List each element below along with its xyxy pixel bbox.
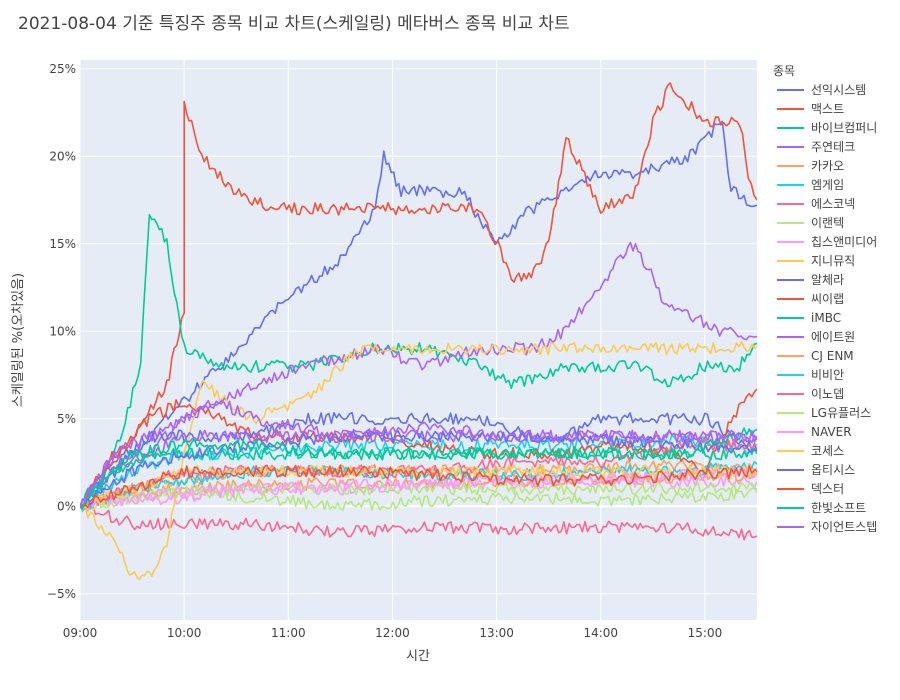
y-tick-label: 15% [49,237,76,251]
legend-item[interactable]: 자이언트스텝 [777,520,877,534]
y-tick-label: 25% [49,62,76,76]
legend-label: 알체라 [811,273,844,287]
series-line-13 [80,446,757,509]
legend-item[interactable]: 한빛소프트 [777,501,866,515]
legend-item[interactable]: 코세스 [777,444,844,458]
chart-title: 2021-08-04 기준 특징주 종목 비교 차트(스케일링) 메타버스 종목… [18,14,570,34]
legend-item[interactable]: 씨이랩 [777,292,844,306]
x-tick-label: 11:00 [271,626,306,640]
legend-label: iMBC [811,311,841,325]
legend-label: 씨이랩 [811,292,844,306]
legend-label: 엠게임 [811,178,844,192]
legend-item[interactable]: LG유플러스 [777,406,871,420]
series-line-22 [80,464,757,509]
series-line-3 [80,213,757,508]
series-line-7 [80,502,757,541]
legend-item[interactable]: 덱스터 [777,482,844,496]
x-tick-label: 15:00 [688,626,723,640]
legend-item[interactable]: 비비안 [777,368,844,382]
series-line-18 [80,481,757,509]
legend-label: NAVER [811,425,852,439]
legend-label: 한빛소프트 [811,501,866,515]
legend-item[interactable]: iMBC [777,311,841,325]
legend-label: 주연테크 [811,140,855,154]
legend-title: 종목 [773,64,795,78]
legend-item[interactable]: 주연테크 [777,140,855,154]
x-tick-label: 13:00 [479,626,514,640]
x-axis-title: 시간 [406,649,430,664]
legend-label: 덱스터 [811,482,844,496]
legend-label: 바이브컴퍼니 [811,121,877,135]
series-line-10 [80,341,757,581]
legend-item[interactable]: 카카오 [777,159,844,173]
x-tick-label: 14:00 [583,626,618,640]
plot-area [80,60,757,620]
series-line-1 [80,120,757,507]
legend-item[interactable]: 선익시스템 [777,83,866,97]
legend-item[interactable]: 바이브컴퍼니 [777,121,877,135]
legend-item[interactable]: 옵티시스 [777,463,855,477]
legend-item[interactable]: NAVER [777,425,852,439]
legend-item[interactable]: 엠게임 [777,178,844,192]
y-tick-label: 5% [57,412,76,426]
legend[interactable]: 선익시스템맥스트바이브컴퍼니주연테크카카오엠게임에스코넥이랜텍칩스앤미디어지니뮤… [777,83,877,534]
series-line-12 [80,388,757,508]
y-tick-label: 0% [57,499,76,513]
legend-item[interactable]: CJ ENM [777,349,854,363]
legend-label: 코세스 [811,444,844,458]
legend-label: 비비안 [811,368,844,382]
x-tick-label: 10:00 [167,626,202,640]
legend-item[interactable]: 이랜텍 [777,216,844,230]
legend-label: 선익시스템 [811,83,866,97]
legend-label: 옵티시스 [811,463,855,477]
legend-label: LG유플러스 [811,406,871,420]
series-line-19 [80,466,757,511]
legend-label: 맥스트 [811,102,844,116]
legend-label: 에이트원 [811,330,855,344]
legend-item[interactable]: 맥스트 [777,102,844,116]
legend-label: 이노뎁 [811,387,844,401]
legend-label: 카카오 [811,159,844,173]
legend-label: 에스코넥 [811,197,855,211]
x-tick-label: 09:00 [63,626,98,640]
legend-item[interactable]: 이노뎁 [777,387,844,401]
legend-item[interactable]: 에스코넥 [777,197,855,211]
legend-label: 칩스앤미디어 [811,235,877,249]
legend-item[interactable]: 알체라 [777,273,844,287]
y-tick-label: 20% [49,149,76,163]
legend-item[interactable]: 칩스앤미디어 [777,235,877,249]
x-axis-ticks: 09:00 10:00 11:00 12:00 13:00 14:00 15:00 [63,626,723,640]
y-axis-title: 스케일링된 %(오차있음) [11,273,26,407]
series-line-2 [80,82,757,508]
legend-label: 지니뮤직 [811,254,855,268]
series-line-21 [80,429,757,508]
y-axis-ticks: −5% 0% 5% 10% 15% 20% 25% [47,62,76,601]
legend-label: CJ ENM [811,349,854,363]
x-tick-label: 12:00 [375,626,410,640]
y-tick-label: −5% [47,587,76,601]
y-tick-label: 10% [49,324,76,338]
series-line-23 [80,427,757,510]
legend-item[interactable]: 에이트원 [777,330,855,344]
legend-label: 자이언트스텝 [811,520,877,534]
legend-item[interactable]: 지니뮤직 [777,254,855,268]
series-lines [80,82,757,581]
legend-label: 이랜텍 [811,216,844,230]
series-line-24 [80,399,757,507]
